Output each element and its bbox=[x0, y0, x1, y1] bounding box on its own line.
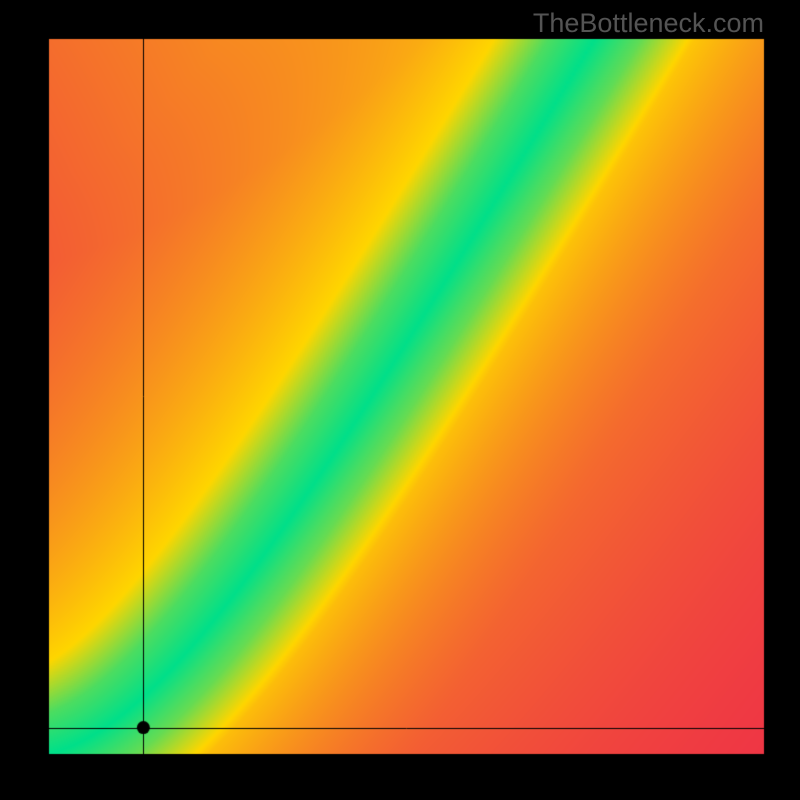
bottleneck-heatmap bbox=[0, 0, 800, 800]
watermark-text: TheBottleneck.com bbox=[533, 8, 764, 39]
